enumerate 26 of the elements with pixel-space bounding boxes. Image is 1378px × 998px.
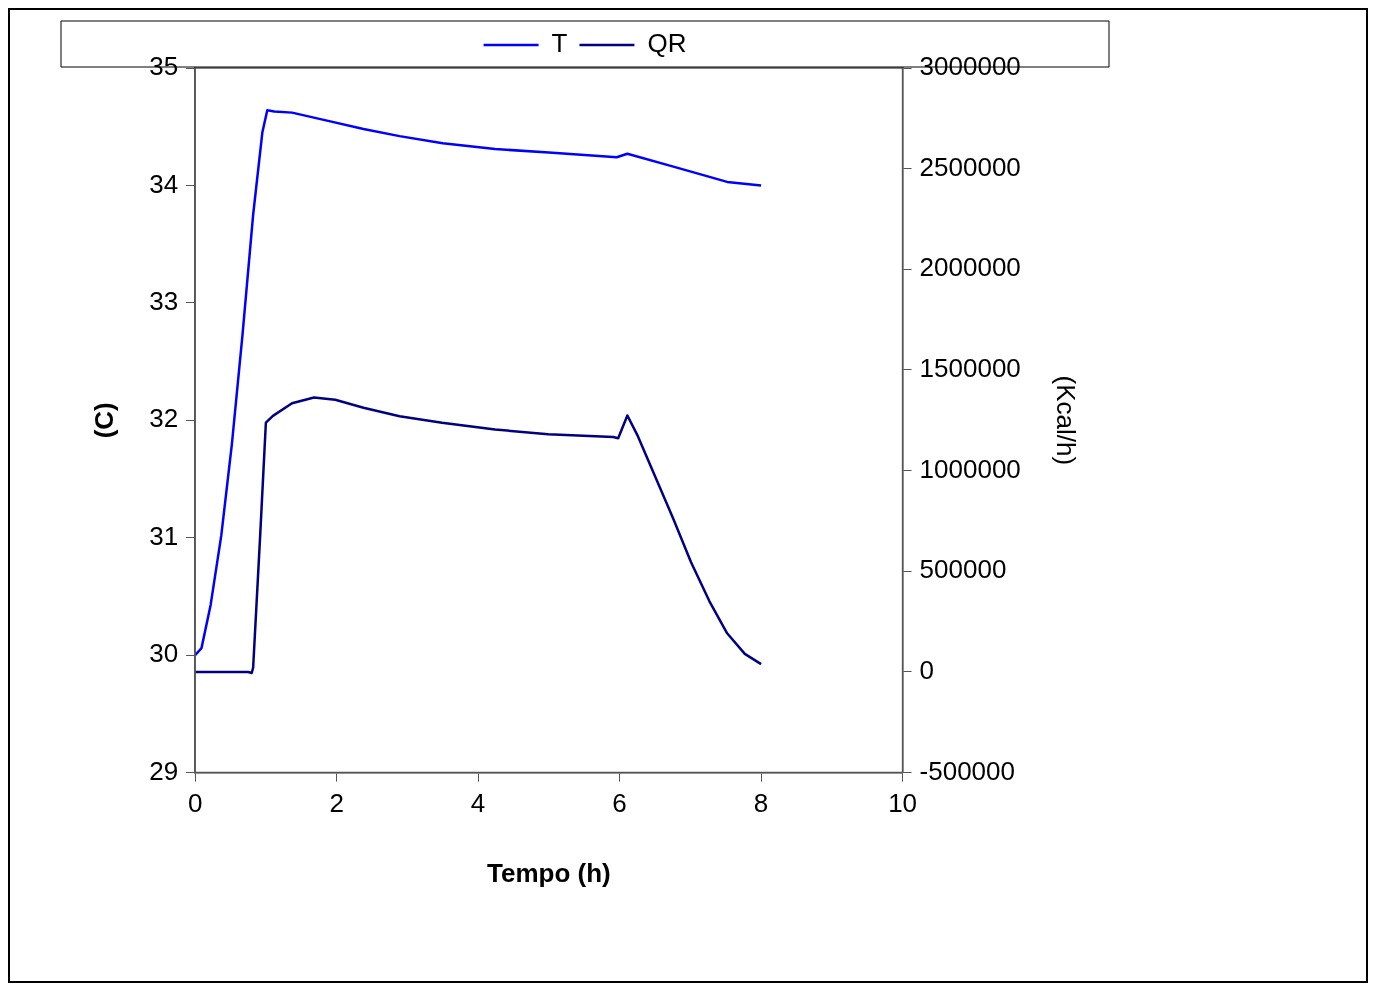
x-tick-label: 10: [888, 788, 918, 819]
y-tick-label: 35: [149, 51, 179, 82]
y-tick-label: 33: [149, 286, 179, 317]
y-tick-label: 30: [149, 638, 179, 669]
y2-tick-label: 0: [919, 655, 935, 686]
y-tick-label: 32: [149, 403, 179, 434]
x-tick-label: 4: [470, 788, 486, 819]
x-tick-label: 6: [612, 788, 627, 819]
y2-tick-label: 1000000: [919, 453, 1021, 484]
y-tick-label: 34: [149, 168, 179, 199]
y2-tick-label: 1500000: [919, 353, 1021, 384]
x-tick-label: 2: [329, 788, 344, 819]
y2-tick-label: -500000: [919, 755, 1015, 786]
legend-label: T: [551, 28, 568, 59]
x-axis-title: Tempo (h): [486, 857, 611, 888]
y-axis-title: (C): [88, 402, 119, 439]
y2-tick-label: 500000: [919, 554, 1007, 585]
y2-tick-label: 2000000: [919, 252, 1021, 283]
x-tick-label: 8: [753, 788, 769, 819]
y2-axis-title: (Kcal/h): [1051, 375, 1082, 466]
legend-label: QR: [647, 28, 687, 59]
y-tick-label: 31: [149, 520, 179, 551]
y2-tick-label: 3000000: [919, 51, 1021, 82]
y2-tick-label: 2500000: [919, 151, 1021, 182]
x-tick-label: 0: [187, 788, 203, 819]
y-tick-label: 29: [149, 755, 179, 786]
